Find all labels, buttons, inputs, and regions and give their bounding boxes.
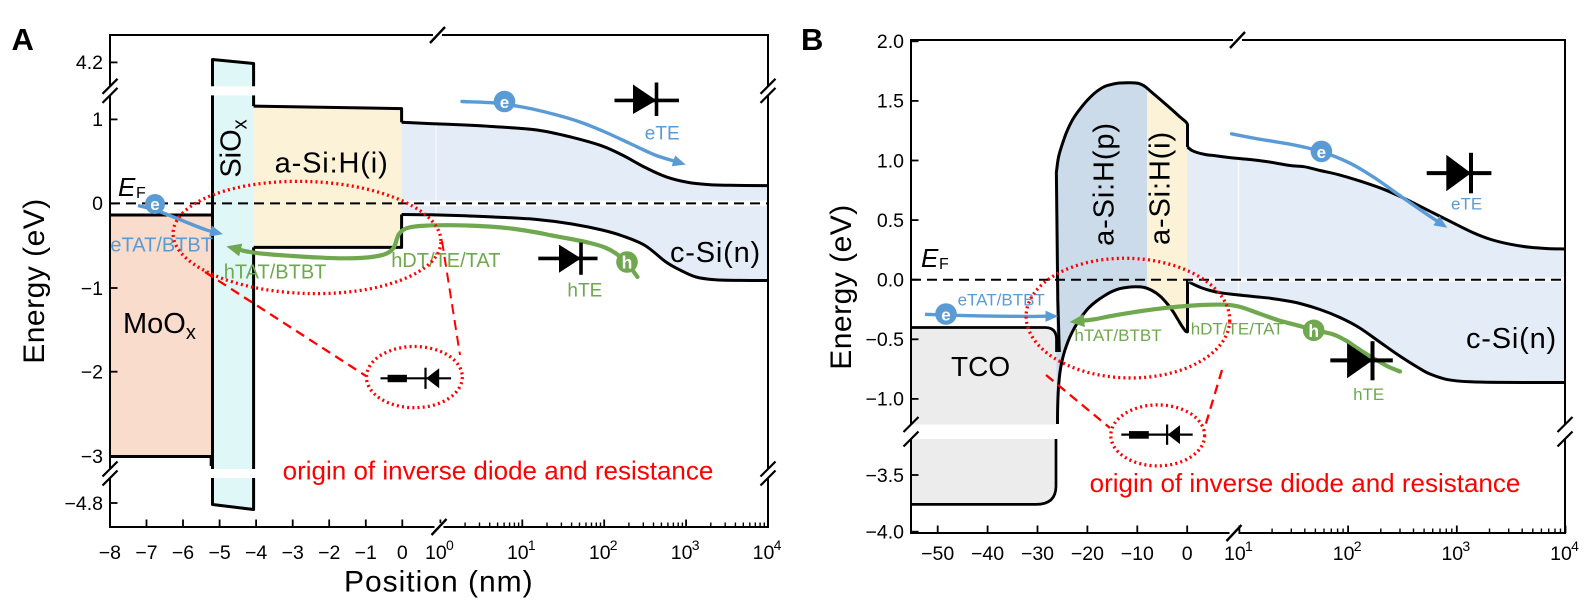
svg-text:c-Si(n): c-Si(n) (1466, 323, 1557, 355)
svg-text:10: 10 (507, 542, 529, 564)
svg-text:0: 0 (92, 193, 103, 215)
svg-text:−3: −3 (282, 542, 304, 564)
svg-text:4.2: 4.2 (76, 52, 103, 74)
svg-text:c-Si(n): c-Si(n) (670, 237, 761, 269)
svg-text:−1: −1 (81, 278, 103, 300)
svg-text:10: 10 (671, 542, 693, 564)
svg-text:1: 1 (92, 109, 103, 131)
svg-text:10: 10 (753, 542, 775, 564)
svg-text:4: 4 (1571, 538, 1579, 554)
svg-text:−30: −30 (1021, 543, 1054, 565)
svg-text:10: 10 (589, 542, 611, 564)
svg-text:hDT/TE/TAT: hDT/TE/TAT (1191, 319, 1284, 338)
svg-text:E: E (921, 243, 939, 273)
svg-text:origin of inverse diode and re: origin of inverse diode and resistance (283, 456, 714, 486)
svg-text:origin of inverse diode and re: origin of inverse diode and resistance (1090, 468, 1521, 498)
svg-text:Energy (eV): Energy (eV) (825, 204, 858, 370)
svg-text:1: 1 (1245, 538, 1253, 554)
svg-text:10: 10 (425, 542, 447, 564)
svg-text:h: h (1308, 321, 1319, 341)
svg-text:hTE: hTE (1353, 385, 1384, 404)
svg-text:10: 10 (1333, 543, 1355, 565)
svg-text:F: F (939, 256, 949, 273)
svg-text:eTE: eTE (645, 124, 680, 145)
svg-text:2.0: 2.0 (877, 31, 904, 53)
svg-text:a-Si:H(i): a-Si:H(i) (1145, 131, 1177, 245)
svg-text:0: 0 (446, 537, 454, 553)
svg-text:−3.5: −3.5 (866, 465, 905, 487)
svg-text:−50: −50 (921, 543, 954, 565)
svg-text:eTAT/BTBT: eTAT/BTBT (958, 291, 1045, 310)
svg-text:Position (nm): Position (nm) (344, 565, 534, 598)
svg-text:−3: −3 (81, 446, 103, 468)
svg-text:10: 10 (1441, 543, 1463, 565)
svg-text:−1: −1 (355, 542, 377, 564)
svg-text:a-Si:H(p): a-Si:H(p) (1089, 122, 1121, 246)
svg-text:−40: −40 (971, 543, 1004, 565)
svg-text:F: F (136, 185, 146, 202)
svg-text:1: 1 (528, 537, 536, 553)
svg-text:eTE: eTE (1451, 194, 1482, 213)
svg-text:a-Si:H(i): a-Si:H(i) (275, 147, 389, 179)
svg-text:10: 10 (1550, 543, 1572, 565)
svg-text:hTAT/BTBT: hTAT/BTBT (224, 262, 327, 284)
svg-text:3: 3 (692, 537, 700, 553)
svg-text:hTAT/BTBT: hTAT/BTBT (1074, 326, 1161, 345)
svg-text:4: 4 (774, 537, 782, 553)
svg-text:0: 0 (1182, 543, 1193, 565)
svg-text:eTAT/BTBT: eTAT/BTBT (110, 235, 213, 257)
svg-text:0: 0 (397, 542, 408, 564)
svg-text:2: 2 (1354, 538, 1362, 554)
svg-text:1.5: 1.5 (877, 91, 904, 113)
svg-text:0.0: 0.0 (877, 270, 904, 292)
svg-text:MoOx: MoOx (123, 308, 196, 344)
svg-text:B: B (801, 22, 823, 57)
svg-text:h: h (622, 253, 633, 273)
svg-text:−4.8: −4.8 (65, 493, 104, 515)
svg-text:e: e (500, 93, 509, 112)
svg-text:TCO: TCO (951, 351, 1010, 382)
svg-text:−7: −7 (135, 542, 157, 564)
svg-text:hTE: hTE (567, 281, 602, 302)
svg-text:−20: −20 (1071, 543, 1104, 565)
svg-text:3: 3 (1462, 538, 1470, 554)
svg-text:−0.5: −0.5 (866, 329, 905, 351)
svg-text:−8: −8 (99, 542, 121, 564)
svg-text:E: E (118, 172, 136, 202)
svg-text:e: e (1317, 143, 1326, 162)
svg-text:−4: −4 (245, 542, 267, 564)
svg-text:−10: −10 (1121, 543, 1154, 565)
svg-text:−6: −6 (172, 542, 194, 564)
svg-text:1.0: 1.0 (877, 150, 904, 172)
svg-text:−5: −5 (208, 542, 230, 564)
svg-text:−2: −2 (318, 542, 340, 564)
svg-text:e: e (150, 195, 159, 214)
svg-text:e: e (941, 306, 950, 325)
svg-text:2: 2 (610, 537, 618, 553)
svg-text:−4.0: −4.0 (866, 522, 905, 544)
svg-text:−1.0: −1.0 (866, 389, 905, 411)
svg-text:0.5: 0.5 (877, 210, 904, 232)
svg-text:10: 10 (1224, 543, 1246, 565)
svg-text:Energy (eV): Energy (eV) (18, 198, 51, 364)
svg-text:A: A (12, 22, 34, 57)
svg-text:−2: −2 (81, 362, 103, 384)
